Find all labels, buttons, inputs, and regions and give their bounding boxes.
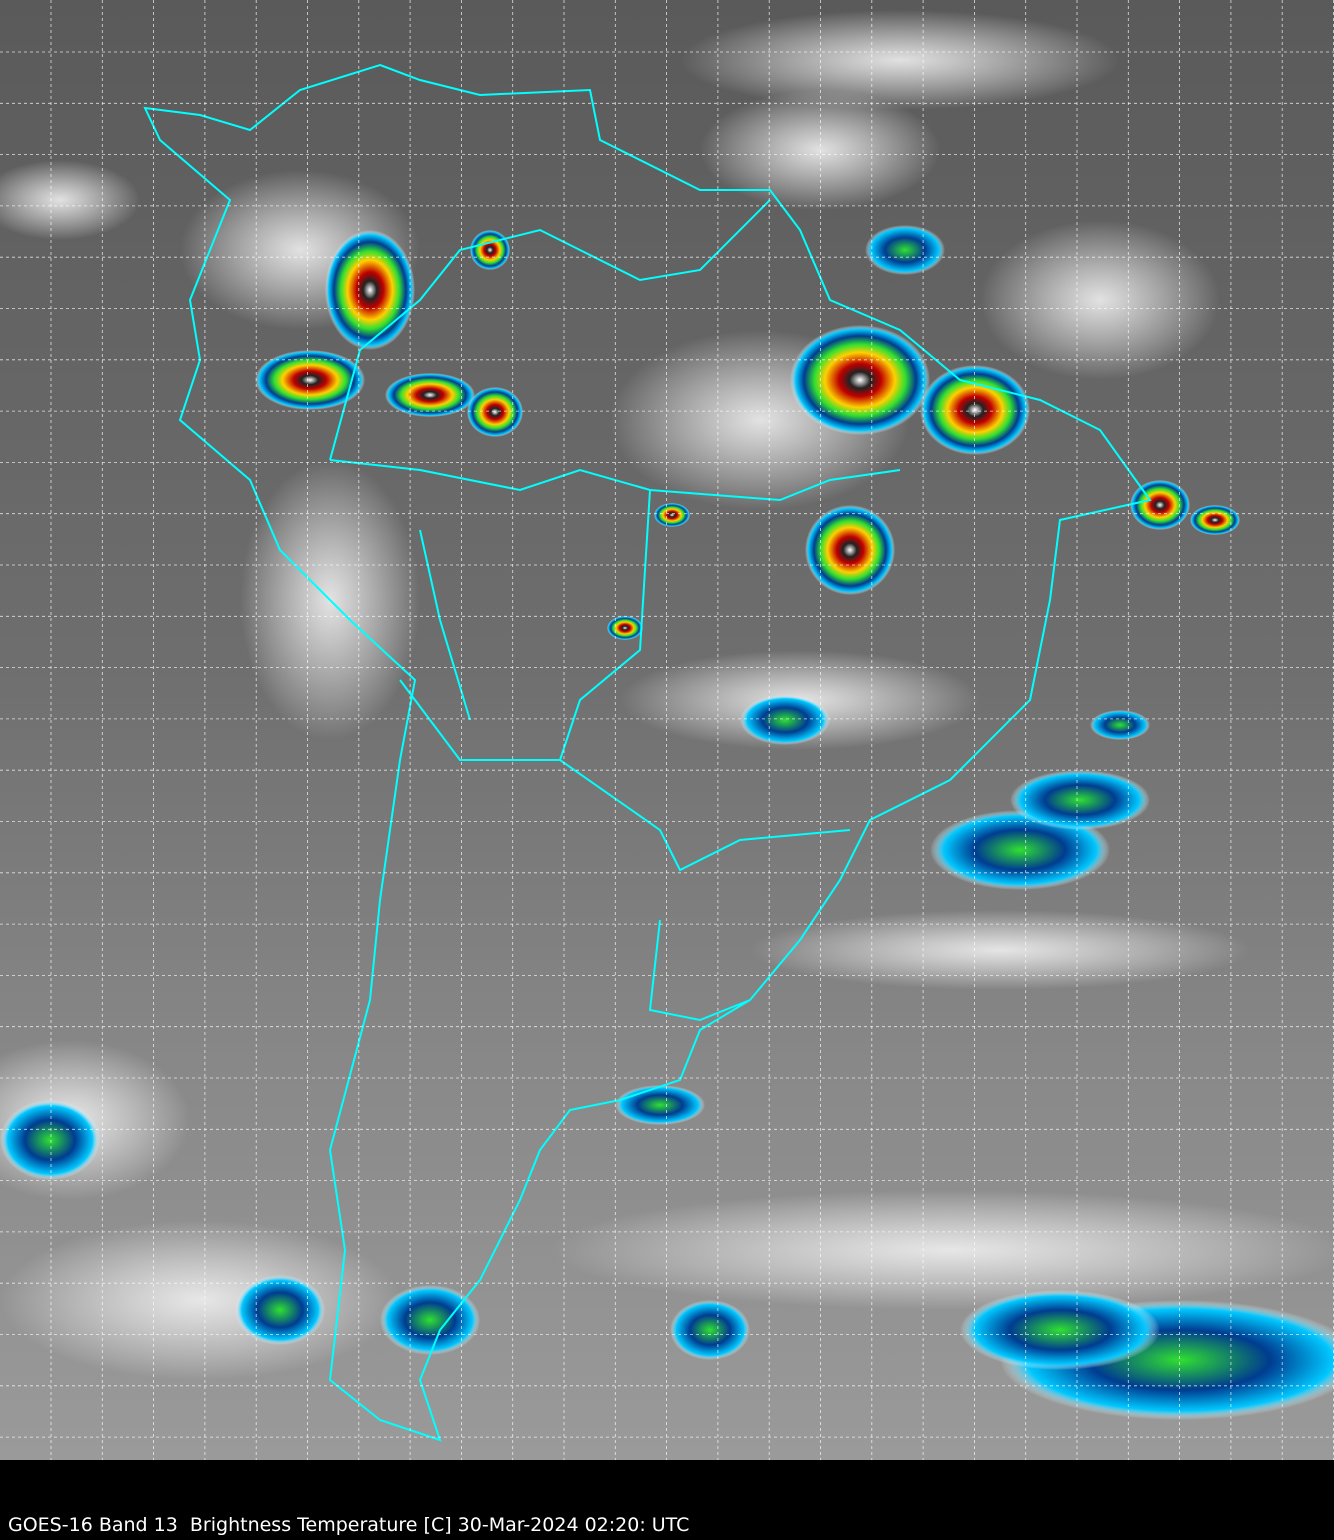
convective-cloud xyxy=(960,1290,1160,1370)
cloud-area xyxy=(700,90,940,210)
convective-cloud xyxy=(467,387,523,437)
convective-cloud xyxy=(325,230,415,350)
convective-cloud xyxy=(615,1085,705,1125)
cloud-area xyxy=(680,10,1120,110)
cloud-area xyxy=(980,220,1220,380)
cloud-area xyxy=(0,160,140,240)
image-caption: GOES-16 Band 13 Brightness Temperature [… xyxy=(8,1514,690,1536)
convective-cloud xyxy=(255,350,365,410)
cloud-area xyxy=(750,910,1250,990)
convective-cloud xyxy=(235,1275,325,1345)
convective-cloud xyxy=(607,616,643,640)
convective-cloud xyxy=(920,365,1030,455)
convective-cloud xyxy=(654,503,690,527)
convective-cloud xyxy=(1010,770,1150,830)
convective-cloud xyxy=(1090,710,1150,740)
convective-cloud xyxy=(805,505,895,595)
convective-cloud xyxy=(0,1100,100,1180)
convective-cloud xyxy=(930,810,1110,890)
convective-cloud xyxy=(1190,505,1240,535)
convective-cloud xyxy=(380,1285,480,1355)
convective-cloud xyxy=(1130,480,1190,530)
convective-cloud xyxy=(865,225,945,275)
convective-cloud xyxy=(790,325,930,435)
lat-lon-grid xyxy=(0,0,1334,1460)
convective-cloud xyxy=(385,373,475,417)
convective-cloud xyxy=(470,230,510,270)
satellite-imagery xyxy=(0,0,1334,1460)
cloud-area xyxy=(550,1190,1334,1310)
convective-cloud xyxy=(740,695,830,745)
convective-cloud xyxy=(670,1300,750,1360)
